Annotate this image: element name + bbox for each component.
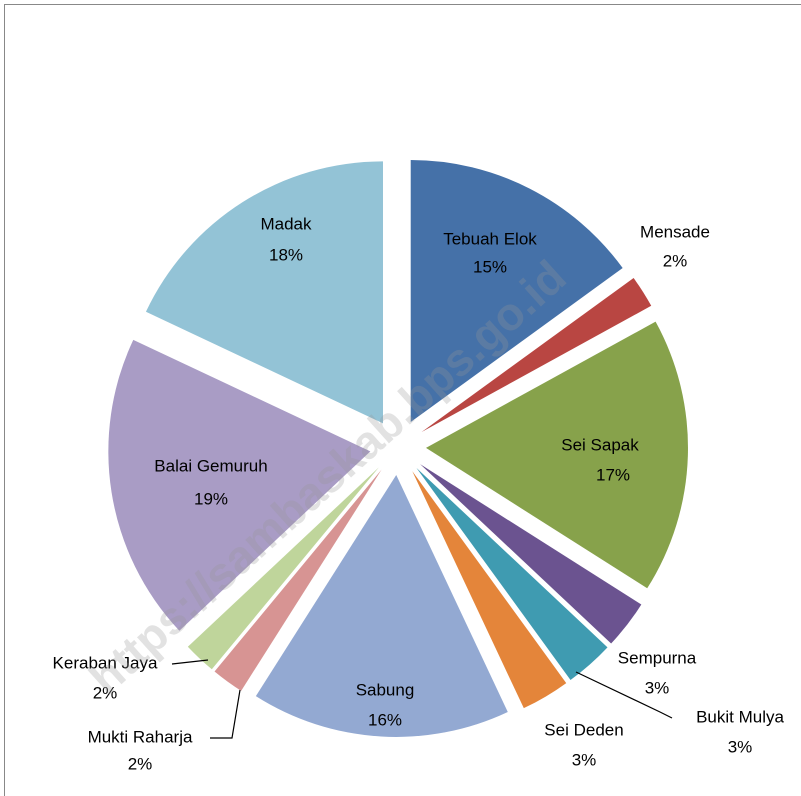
value-label: 19% xyxy=(194,489,228,508)
slice-label: Bukit Mulya xyxy=(696,707,784,726)
slice-label: Madak xyxy=(260,214,312,233)
pie-slice xyxy=(214,469,382,691)
pie-slice xyxy=(420,464,642,644)
value-label: 16% xyxy=(368,710,402,729)
value-label: 2% xyxy=(128,754,153,773)
value-label: 3% xyxy=(645,678,670,697)
value-label: 3% xyxy=(728,737,753,756)
pie-slice xyxy=(410,160,623,423)
pie-slice xyxy=(145,161,383,424)
leader-line xyxy=(575,671,673,719)
pie-slice xyxy=(425,321,688,589)
pie-slice xyxy=(416,468,608,680)
pie-slice xyxy=(255,474,508,737)
labels: Tebuah Elok 15% Mensade 2% Sei Sapak 17% Sempu… xyxy=(53,214,785,773)
pie-slice xyxy=(187,467,379,670)
value-label: 3% xyxy=(572,750,597,769)
value-label: 17% xyxy=(596,465,630,484)
slice-label: Balai Gemuruh xyxy=(154,456,267,475)
pie-slice xyxy=(412,471,567,709)
value-label: 18% xyxy=(269,245,303,264)
value-label: 2% xyxy=(663,251,688,270)
value-label: 15% xyxy=(473,257,507,276)
slice-label: Mensade xyxy=(640,222,710,241)
value-label: 2% xyxy=(93,683,118,702)
slice-label: Sabung xyxy=(356,680,415,699)
slice-label: Sei Deden xyxy=(544,720,623,739)
pie-slice xyxy=(108,339,371,631)
slices xyxy=(108,160,688,737)
leader-line xyxy=(171,659,209,665)
slice-label: Sei Sapak xyxy=(561,435,639,454)
slice-label: Keraban Jaya xyxy=(53,653,158,672)
slice-label: Tebuah Elok xyxy=(443,229,537,248)
leader-line xyxy=(210,689,241,739)
slice-label: Mukti Raharja xyxy=(88,727,193,746)
slice-label: Sempurna xyxy=(618,648,697,667)
pie-slice xyxy=(421,277,652,432)
